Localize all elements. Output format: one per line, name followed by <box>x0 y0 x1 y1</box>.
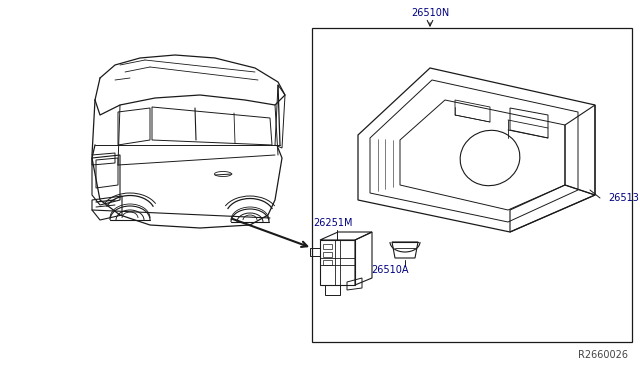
Text: R2660026: R2660026 <box>578 350 628 360</box>
Text: 26510N: 26510N <box>411 8 449 18</box>
Text: 26513: 26513 <box>608 193 639 203</box>
Text: 26251M: 26251M <box>313 218 353 228</box>
Text: 26510A: 26510A <box>371 265 409 275</box>
Bar <box>312 28 632 342</box>
